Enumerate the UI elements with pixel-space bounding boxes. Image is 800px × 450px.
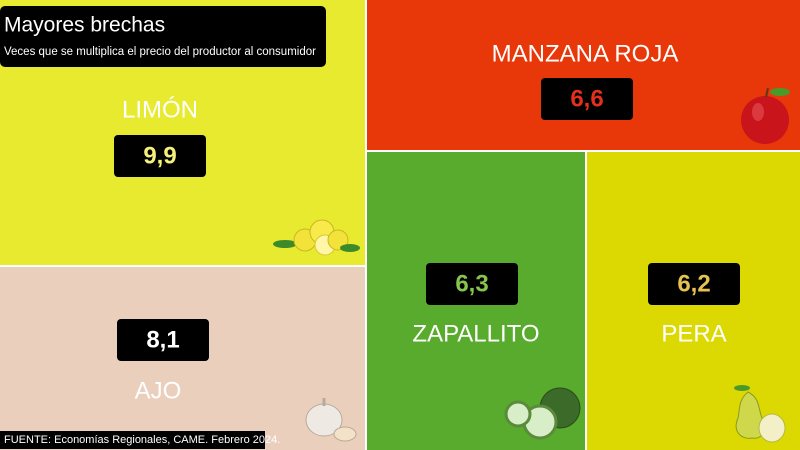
category-label: ZAPALLITO	[412, 320, 539, 347]
value-label: 6,6	[570, 85, 603, 112]
value-box	[117, 319, 209, 361]
category-label: LIMÓN	[122, 96, 198, 123]
title-box	[0, 6, 326, 67]
value-box	[648, 263, 740, 305]
chart-title: Mayores brechas	[4, 14, 165, 37]
pear-icon	[734, 385, 786, 443]
icons	[273, 87, 790, 443]
garlic-icon	[305, 398, 357, 442]
category-label: AJO	[135, 377, 182, 404]
category-label: MANZANA ROJA	[492, 40, 679, 67]
category-label: PERA	[661, 320, 726, 347]
value-label: 6,3	[455, 270, 488, 297]
value-box	[541, 78, 633, 120]
source-box	[0, 431, 265, 449]
value-label: 6,2	[677, 270, 710, 297]
value-label: 9,9	[143, 142, 176, 169]
value-box	[114, 135, 206, 177]
chart-subtitle: Veces que se multiplica el precio del pr…	[4, 46, 316, 58]
value-box	[426, 263, 518, 305]
lemon-icon	[273, 219, 360, 256]
tile	[367, 0, 800, 150]
zucchini-icon	[504, 387, 581, 440]
value-label: 8,1	[146, 326, 179, 353]
apple-icon	[741, 87, 790, 144]
source: FUENTE: Economías Regionales, CAME. Febr…	[4, 434, 280, 446]
